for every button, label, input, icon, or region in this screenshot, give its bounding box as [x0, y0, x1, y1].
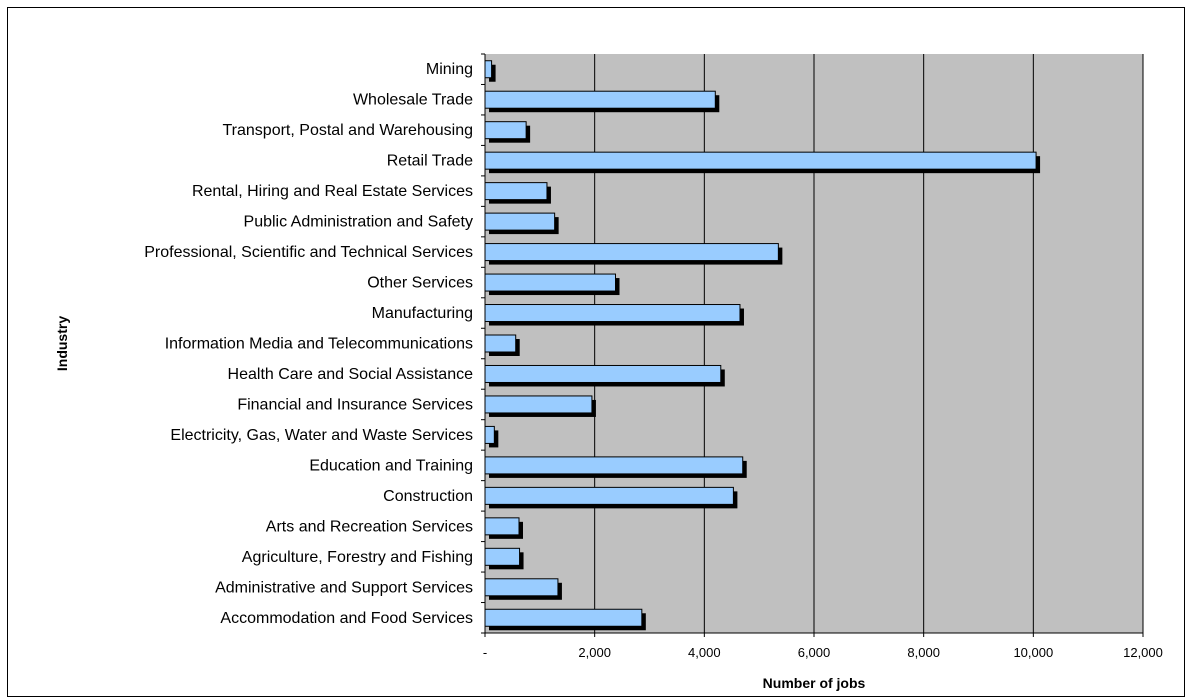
bars: [484, 60, 1041, 631]
category-label: Accommodation and Food Services: [220, 610, 473, 627]
bar: [484, 243, 779, 262]
category-label: Health Care and Social Assistance: [228, 366, 474, 383]
bar: [484, 121, 527, 140]
category-label: Electricity, Gas, Water and Waste Servic…: [170, 427, 473, 444]
category-label: Administrative and Support Services: [215, 579, 473, 596]
x-tick-label: 12,000: [1123, 645, 1163, 660]
bar: [484, 334, 517, 353]
x-tick-label: 10,000: [1013, 645, 1053, 660]
x-tick-label: 4,000: [688, 645, 721, 660]
bar: [484, 425, 495, 444]
category-label: Retail Trade: [387, 153, 473, 170]
bar: [484, 395, 593, 414]
category-label: Rental, Hiring and Real Estate Services: [192, 183, 473, 200]
bar: [484, 364, 722, 383]
x-axis-title: Number of jobs: [763, 675, 866, 691]
bar: [484, 60, 493, 79]
gridlines: [594, 54, 1144, 633]
category-label: Public Administration and Safety: [244, 214, 473, 231]
category-label: Mining: [426, 61, 473, 78]
chart-frame: Mining Wholesale Trade Transport, Postal a…: [7, 7, 1185, 697]
bar: [484, 578, 559, 597]
category-label: Construction: [383, 488, 473, 505]
bar: [484, 608, 643, 627]
x-tick-label: 8,000: [907, 645, 940, 660]
category-label: Education and Training: [309, 457, 473, 474]
y-axis-title: Industry: [54, 316, 70, 371]
bar: [484, 151, 1037, 170]
x-tick-label: 2,000: [578, 645, 611, 660]
axes: [481, 53, 1144, 637]
bar-shadow: [489, 64, 496, 82]
bar: [484, 517, 520, 536]
category-labels: Mining Wholesale Trade Transport, Postal a…: [144, 61, 473, 627]
x-tick-label: 6,000: [798, 645, 831, 660]
bar: [484, 456, 744, 475]
category-label: Transport, Postal and Warehousing: [223, 122, 474, 139]
bar: [484, 486, 734, 505]
category-label: Wholesale Trade: [353, 92, 473, 109]
category-label: Professional, Scientific and Technical S…: [144, 244, 473, 261]
category-label: Manufacturing: [372, 305, 473, 322]
tick-labels: - 2,000 4,000 6,000 8,000 10,000 12,000: [483, 645, 1163, 660]
bar: [484, 304, 741, 323]
category-label: Arts and Recreation Services: [266, 518, 473, 535]
category-label: Other Services: [367, 275, 473, 292]
bar: [484, 547, 521, 566]
bar: [484, 273, 617, 292]
bar: [484, 90, 716, 109]
bar-chart: Mining Wholesale Trade Transport, Postal a…: [54, 53, 1163, 691]
category-label: Agriculture, Forestry and Fishing: [242, 549, 473, 566]
bar: [484, 212, 556, 231]
x-tick-label: -: [483, 645, 487, 660]
category-label: Financial and Insurance Services: [237, 396, 473, 413]
bar: [484, 182, 548, 201]
category-label: Information Media and Telecommunications: [165, 336, 473, 353]
